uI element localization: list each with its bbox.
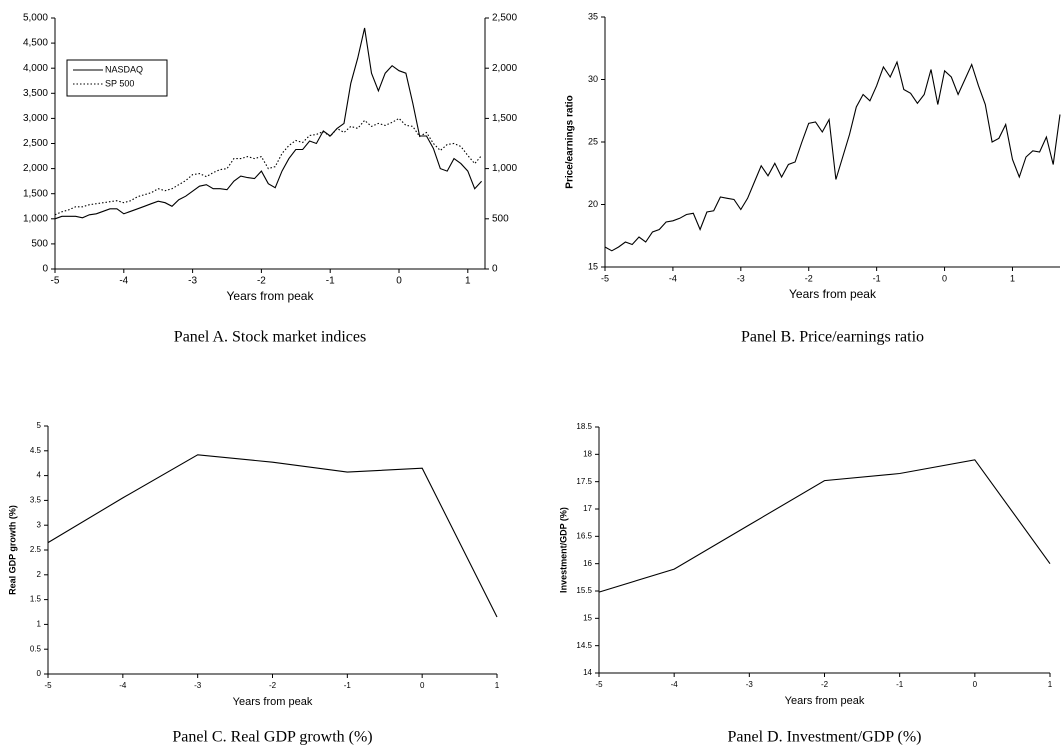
x-tick-label: -4 [119,276,128,287]
y-tick-label: 14 [583,668,592,677]
x-tick-label: -4 [119,681,127,690]
y-tick-label: 2,500 [23,138,48,149]
y-tick-label: 2,000 [23,163,48,174]
x-tick-label: -5 [44,681,52,690]
y2-tick-label: 500 [492,213,509,224]
x-tick-label: -3 [746,680,754,689]
y-tick-label: 4,000 [23,63,48,74]
y-tick-label: 35 [588,11,598,21]
y-tick-label: 4,500 [23,38,48,49]
y-tick-label: 5 [37,421,42,430]
x-tick-label: -4 [671,680,679,689]
x-axis-label: Years from peak [789,287,877,301]
legend-label: SP 500 [105,78,134,88]
y2-tick-label: 2,500 [492,13,517,24]
data-line [598,459,1051,593]
y-tick-label: 14.5 [576,641,592,650]
x-tick-label: -1 [896,680,904,689]
y-tick-label: 5,000 [23,13,48,24]
x-tick-label: 0 [973,680,978,689]
y-tick-label: 15.5 [576,586,592,595]
y-tick-label: 15 [588,261,598,271]
y-tick-label: 0 [42,264,48,275]
y-tick-label: 1,000 [23,213,48,224]
y-tick-label: 30 [588,74,598,84]
y-tick-label: 0.5 [30,644,42,653]
y-tick-label: 0 [37,669,42,678]
y-tick-label: 17.5 [576,477,592,486]
y-tick-label: 1,500 [23,188,48,199]
x-tick-label: 0 [420,681,425,690]
x-tick-label: -3 [188,276,197,287]
x-axis-label: Years from peak [227,289,315,303]
x-tick-label: 0 [396,276,402,287]
data-line [54,27,483,220]
y-tick-label: 17 [583,504,592,513]
x-tick-label: -4 [669,273,677,283]
x-tick-label: 0 [942,273,947,283]
x-tick-label: 1 [465,276,471,287]
legend-box [66,59,168,97]
x-axis-label: Years from peak [233,696,313,708]
y-tick-label: 4.5 [30,446,42,455]
y2-tick-label: 1,000 [492,163,517,174]
x-tick-label: 1 [1010,273,1015,283]
y-tick-label: 16 [583,559,592,568]
x-tick-label: -1 [873,273,881,283]
y-tick-label: 1 [37,620,42,629]
y-tick-label: 18 [583,449,592,458]
x-tick-label: -3 [737,273,745,283]
x-tick-label: -1 [326,276,335,287]
y-axis-label: Real GDP growth (%) [7,505,17,595]
y2-tick-label: 2,000 [492,63,517,74]
y-tick-label: 3 [37,520,42,529]
x-tick-label: -2 [821,680,829,689]
y-tick-label: 4 [37,471,42,480]
x-tick-label: -2 [805,273,813,283]
y-tick-label: 2.5 [30,545,42,554]
panel-caption: Panel A. Stock market indices [174,329,366,346]
x-tick-label: 1 [1048,680,1053,689]
data-line [604,60,1061,252]
x-axis-label: Years from peak [785,695,865,707]
panel-caption: Panel D. Investment/GDP (%) [727,729,921,746]
panel-caption: Panel B. Price/earnings ratio [741,329,924,346]
x-tick-label: 1 [495,681,500,690]
x-tick-label: -5 [595,680,603,689]
y-tick-label: 3,000 [23,113,48,124]
y-tick-label: 20 [588,199,598,209]
y-tick-label: 2 [37,570,42,579]
y2-tick-label: 0 [492,264,498,275]
y-tick-label: 3,500 [23,88,48,99]
y2-tick-label: 1,500 [492,113,517,124]
y-axis-label: Price/earnings ratio [565,95,576,188]
y-axis-label: Investment/GDP (%) [558,507,568,593]
x-tick-label: -2 [257,276,266,287]
x-tick-label: -3 [194,681,202,690]
y-tick-label: 15 [583,613,592,622]
x-tick-label: -1 [344,681,352,690]
panel-caption: Panel C. Real GDP growth (%) [172,729,372,746]
y-tick-label: 25 [588,136,598,146]
y-tick-label: 1.5 [30,595,42,604]
x-tick-label: -5 [51,276,60,287]
x-tick-label: -2 [269,681,277,690]
data-line [54,117,483,216]
y-tick-label: 500 [31,239,48,250]
y-tick-label: 3.5 [30,496,42,505]
legend-label: NASDAQ [105,64,143,74]
x-tick-label: -5 [601,273,609,283]
y-tick-label: 16.5 [576,531,592,540]
y-tick-label: 18.5 [576,422,592,431]
data-line [47,454,498,618]
